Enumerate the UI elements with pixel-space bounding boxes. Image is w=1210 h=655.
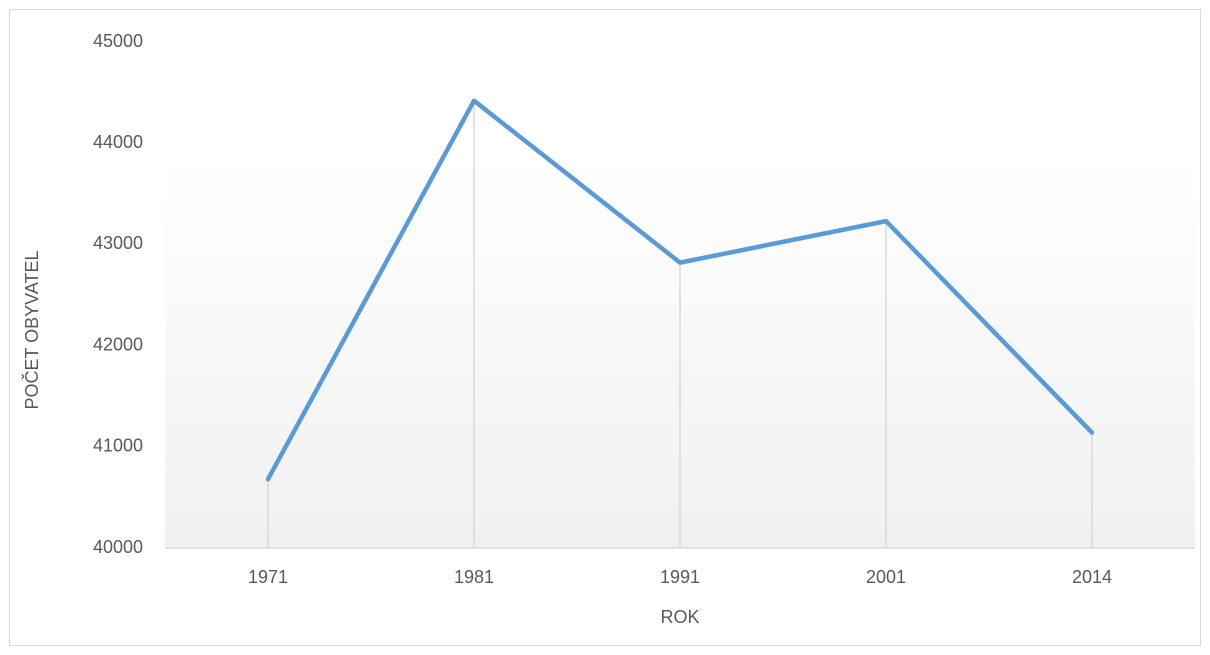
y-tick-label: 40000	[93, 537, 143, 557]
y-tick-label: 45000	[93, 31, 143, 51]
y-tick-label: 41000	[93, 436, 143, 456]
x-tick-label: 1991	[660, 567, 700, 587]
x-tick-label: 2001	[866, 567, 906, 587]
data-line	[265, 98, 1095, 482]
y-tick-label: 42000	[93, 334, 143, 354]
x-tick-label: 2014	[1072, 567, 1112, 587]
y-tick-label: 43000	[93, 233, 143, 253]
y-tick-label: 44000	[93, 132, 143, 152]
y-axis-title: POČET OBYVATEL	[21, 250, 42, 409]
x-tick-label: 1971	[248, 567, 288, 587]
x-tick-label: 1981	[454, 567, 494, 587]
x-axis-title: ROK	[660, 607, 699, 627]
